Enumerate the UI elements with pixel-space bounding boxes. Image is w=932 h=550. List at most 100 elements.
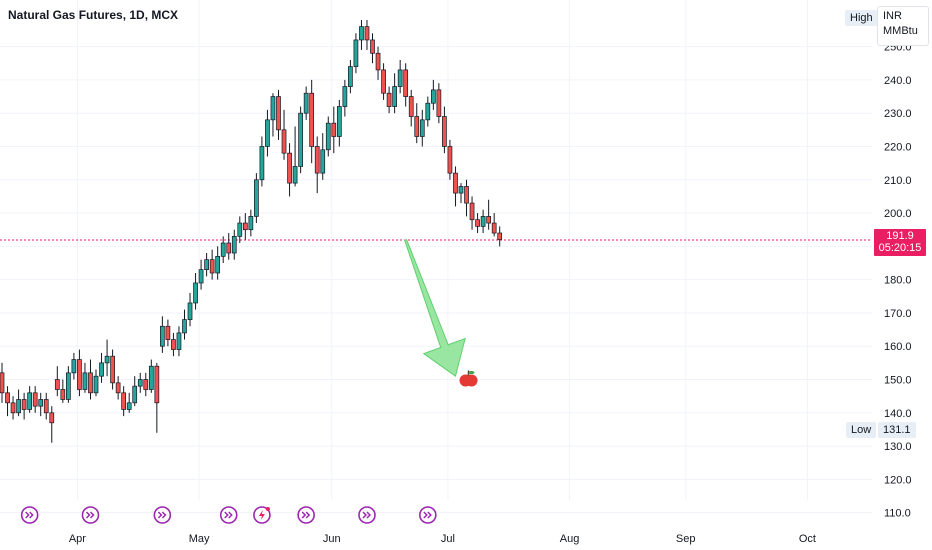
candle-body [132, 385, 138, 404]
candle [198, 259, 204, 290]
candle [464, 179, 469, 217]
candle-body [430, 89, 436, 104]
candle [121, 386, 127, 417]
current-price-tag: 191.9 05:20:15 [874, 229, 926, 256]
candle [115, 376, 121, 400]
candle [381, 63, 386, 100]
candle-body [287, 152, 292, 184]
candle-body [397, 69, 403, 87]
x-tick-label: Aug [560, 533, 580, 545]
currency-label: INR [883, 10, 902, 22]
candle [110, 349, 115, 390]
candle-body [270, 96, 276, 121]
candle-body [303, 92, 309, 114]
unit-selector[interactable]: INR MMBtu [877, 6, 929, 46]
candle-body [491, 222, 497, 234]
apple-stem [467, 370, 470, 376]
candle [425, 96, 431, 127]
candle-body [27, 392, 32, 410]
candle [21, 392, 27, 420]
candle-body [281, 129, 287, 154]
event-marker[interactable] [297, 506, 315, 524]
candle-body [115, 382, 121, 394]
candle [193, 272, 198, 310]
candle-body [82, 372, 88, 390]
candle [0, 362, 5, 403]
candle [231, 229, 237, 260]
candle-body [93, 375, 99, 394]
y-tick-label: 210.0 [884, 175, 912, 187]
candle [54, 366, 60, 397]
candle [497, 226, 503, 247]
candle [182, 309, 187, 340]
candle-body [381, 69, 386, 94]
candle-body [226, 242, 232, 254]
candle-body [43, 399, 49, 414]
event-marker[interactable] [20, 506, 39, 524]
candle [491, 213, 497, 237]
candle-body [171, 339, 176, 350]
event-marker[interactable] [153, 506, 172, 524]
candle-body [403, 69, 409, 97]
unit-label: MMBtu [883, 25, 918, 37]
candle [386, 86, 392, 114]
candle [359, 19, 364, 50]
candle-body [276, 96, 281, 131]
candle-body [110, 355, 115, 384]
candle-body [469, 202, 475, 221]
candle-body [314, 146, 320, 174]
apple-leaf [468, 371, 475, 375]
x-tick-label: May [189, 533, 210, 545]
y-tick-label: 230.0 [884, 108, 912, 120]
candle-body [176, 332, 182, 350]
y-tick-label: 110.0 [884, 508, 911, 520]
x-tick-label: Sep [676, 533, 696, 545]
candle [320, 133, 326, 180]
candle-body [447, 146, 453, 174]
x-axis: Apr May Jun Jul Aug Sep Oct [69, 533, 816, 545]
candle [292, 126, 298, 187]
candle-body [126, 402, 132, 410]
y-tick-label: 170.0 [884, 308, 912, 320]
candle [436, 83, 442, 124]
event-markers[interactable] [20, 506, 437, 524]
candle [187, 292, 193, 327]
candle-body [486, 216, 491, 224]
candle [77, 349, 82, 397]
candle-body [242, 222, 248, 231]
candle-body [198, 269, 204, 284]
event-marker[interactable] [219, 506, 238, 524]
candle [49, 406, 55, 443]
candle-body [436, 89, 442, 117]
event-marker-active[interactable] [253, 506, 271, 524]
y-tick-label: 150.0 [884, 375, 912, 387]
candle-body [38, 399, 44, 407]
candle-body [0, 372, 5, 394]
x-tick-label: Jul [441, 533, 455, 545]
candle [287, 143, 292, 197]
candle [408, 89, 414, 127]
candle [71, 352, 77, 380]
double-chevron-icon [362, 511, 372, 519]
candle [226, 233, 232, 260]
candle [160, 316, 165, 353]
candle [397, 59, 403, 94]
candle-body [137, 379, 143, 387]
event-marker[interactable] [81, 506, 100, 524]
candle-body [60, 389, 66, 400]
event-marker[interactable] [419, 506, 437, 524]
candle [486, 199, 491, 230]
candle [309, 79, 315, 164]
y-tick-label: 180.0 [884, 275, 912, 287]
candle-body [220, 242, 226, 257]
candle [370, 33, 375, 64]
candle [342, 79, 348, 117]
candle [66, 366, 71, 403]
candle [242, 213, 248, 240]
event-marker[interactable] [358, 506, 376, 524]
candle-body [342, 86, 348, 107]
double-chevron-icon [423, 511, 432, 519]
candle [220, 236, 226, 263]
candle [331, 106, 337, 154]
